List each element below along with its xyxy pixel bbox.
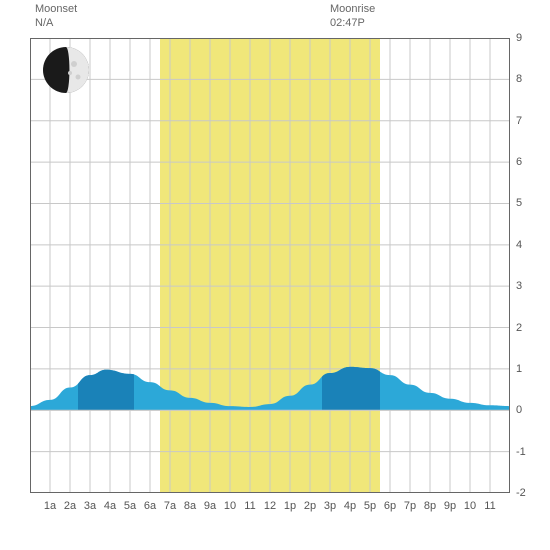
y-tick-label: 9 bbox=[516, 32, 522, 44]
moonset-label: Moonset bbox=[35, 2, 77, 16]
x-tick-label: 11 bbox=[480, 500, 500, 512]
moonrise-value: 02:47P bbox=[330, 16, 375, 30]
moonset-block: Moonset N/A bbox=[35, 2, 77, 31]
x-tick-label: 9a bbox=[200, 500, 220, 512]
x-tick-label: 9p bbox=[440, 500, 460, 512]
x-tick-label: 5p bbox=[360, 500, 380, 512]
x-tick-label: 4p bbox=[340, 500, 360, 512]
moonrise-label: Moonrise bbox=[330, 2, 375, 16]
moonrise-block: Moonrise 02:47P bbox=[330, 2, 375, 31]
x-tick-label: 7p bbox=[400, 500, 420, 512]
x-tick-label: 1p bbox=[280, 500, 300, 512]
y-tick-label: 4 bbox=[516, 239, 522, 251]
y-tick-label: 2 bbox=[516, 322, 522, 334]
x-tick-label: 3p bbox=[320, 500, 340, 512]
y-tick-label: -1 bbox=[516, 446, 526, 458]
x-tick-label: 6a bbox=[140, 500, 160, 512]
y-tick-label: 7 bbox=[516, 115, 522, 127]
x-tick-label: 4a bbox=[100, 500, 120, 512]
y-tick-label: 0 bbox=[516, 404, 522, 416]
x-tick-label: 11 bbox=[240, 500, 260, 512]
x-tick-label: 8a bbox=[180, 500, 200, 512]
tide-chart bbox=[30, 38, 510, 496]
x-tick-label: 10 bbox=[220, 500, 240, 512]
chart-svg bbox=[30, 38, 510, 493]
y-tick-label: 8 bbox=[516, 73, 522, 85]
x-tick-label: 8p bbox=[420, 500, 440, 512]
x-tick-label: 6p bbox=[380, 500, 400, 512]
y-tick-label: 5 bbox=[516, 197, 522, 209]
x-tick-label: 7a bbox=[160, 500, 180, 512]
y-tick-label: 3 bbox=[516, 280, 522, 292]
x-tick-label: 1a bbox=[40, 500, 60, 512]
y-tick-label: 1 bbox=[516, 363, 522, 375]
x-axis-labels: 1a2a3a4a5a6a7a8a9a1011121p2p3p4p5p6p7p8p… bbox=[30, 500, 510, 512]
moonset-value: N/A bbox=[35, 16, 77, 30]
x-tick-label: 10 bbox=[460, 500, 480, 512]
x-tick-label: 2a bbox=[60, 500, 80, 512]
x-tick-label: 2p bbox=[300, 500, 320, 512]
x-tick-label: 12 bbox=[260, 500, 280, 512]
x-tick-label: 5a bbox=[120, 500, 140, 512]
y-tick-label: 6 bbox=[516, 156, 522, 168]
y-tick-label: -2 bbox=[516, 487, 526, 499]
x-tick-label: 3a bbox=[80, 500, 100, 512]
